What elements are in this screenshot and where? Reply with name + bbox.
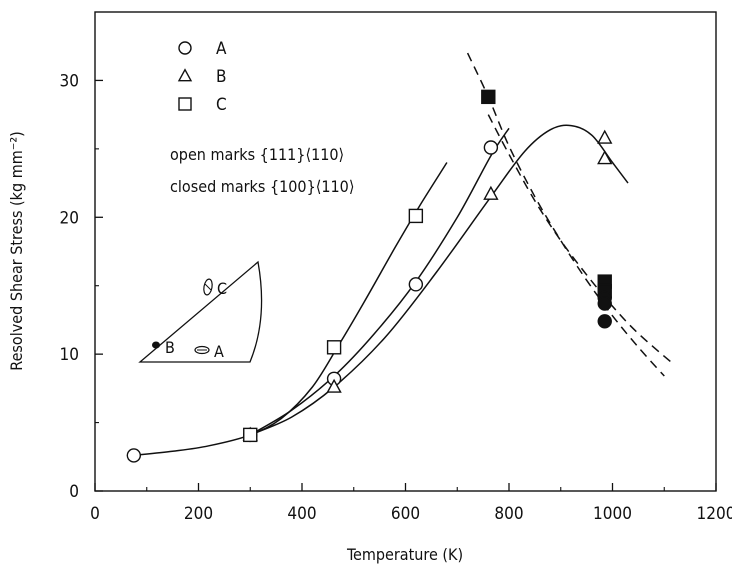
inset-label-c: C — [217, 279, 227, 298]
legend-label-B: B — [216, 67, 227, 87]
annotation-open-marks: open marks {111}⟨110⟩ — [170, 145, 344, 164]
triangle-open-point — [326, 378, 342, 393]
plot-frame — [94, 11, 717, 492]
inset-triangle-outline — [138, 260, 263, 363]
y-tick-label: 10 — [60, 345, 79, 365]
inset-label-b: B — [165, 338, 175, 357]
square-closed-point — [481, 89, 496, 105]
y-tick-label: 30 — [60, 71, 79, 91]
curve-solid-3 — [249, 124, 629, 436]
triangle-open-point — [597, 129, 613, 144]
x-tick-label: 800 — [494, 504, 523, 524]
circle-open-point — [126, 448, 142, 463]
inset-mark-c-hatch — [204, 283, 212, 291]
x-tick-label: 400 — [287, 504, 316, 524]
inset-mark-a — [194, 345, 210, 355]
x-ticks: 0 200 400 600 800 1000 1200 — [90, 483, 732, 524]
y-ticks: 0 10 20 30 — [60, 71, 103, 502]
inset-mark-c — [203, 278, 213, 296]
square-open-point — [326, 340, 342, 355]
x-tick-label: 0 — [90, 504, 100, 524]
inset-mark-b — [152, 341, 160, 349]
curve-solid-2 — [249, 127, 510, 436]
x-tick-label: 600 — [391, 504, 420, 524]
circle-open-point — [483, 140, 499, 155]
y-tick-label: 0 — [69, 482, 79, 502]
triangle-open-point — [597, 150, 613, 165]
legend-marker-square — [178, 97, 192, 111]
legend-label-C: C — [216, 95, 227, 115]
x-tick-label: 1000 — [593, 504, 632, 524]
square-open-point — [243, 427, 258, 443]
x-tick-label: 200 — [184, 504, 213, 524]
curve-dashed-4 — [466, 52, 665, 377]
triangle-open-point — [483, 185, 499, 200]
data-points — [126, 89, 613, 463]
legend: ABC — [177, 39, 227, 115]
legend-label-A: A — [216, 39, 227, 59]
curve-solid-1 — [133, 162, 448, 457]
square-open-point — [408, 208, 424, 224]
annotation-closed-marks: closed marks {100}⟨110⟩ — [170, 177, 354, 196]
y-tick-label: 20 — [60, 208, 79, 228]
legend-marker-triangle — [177, 68, 193, 82]
curve-dashed-5 — [487, 114, 676, 366]
inset-label-a: A — [214, 342, 224, 361]
circle-closed-point — [597, 314, 612, 329]
y-axis-label: Resolved Shear Stress (kg mm⁻²) — [7, 131, 26, 370]
circle-open-point — [408, 277, 424, 292]
circle-closed-point — [597, 296, 612, 311]
legend-marker-circle — [178, 41, 192, 55]
inset-orientation-triangle: C B A — [138, 260, 263, 363]
x-tick-label: 1200 — [697, 504, 732, 524]
x-axis-label: Temperature (K) — [346, 545, 463, 564]
curves — [133, 52, 676, 457]
